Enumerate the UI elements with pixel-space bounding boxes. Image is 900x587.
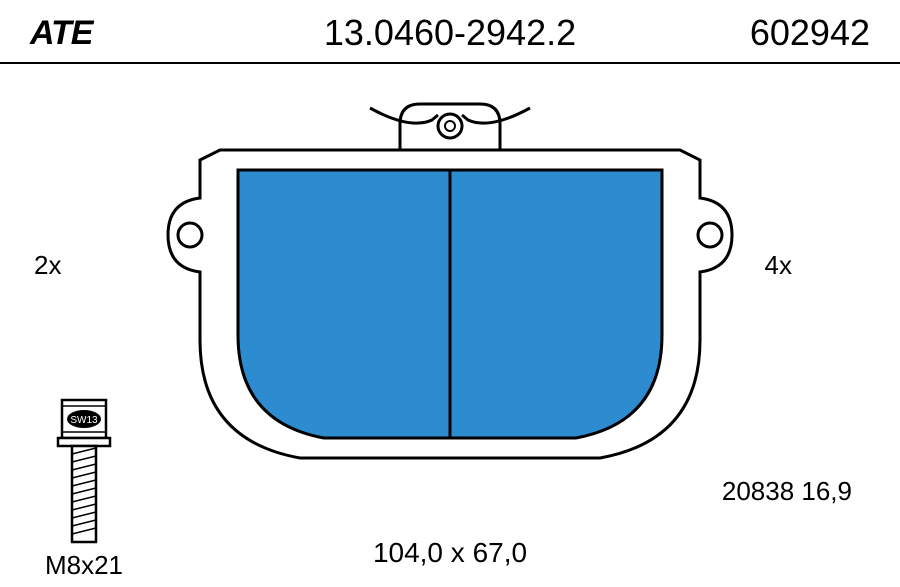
short-number: 602942: [750, 12, 870, 54]
ear-hole-left: [178, 223, 202, 247]
bolt-spec-label: M8x21: [24, 550, 144, 581]
brake-pad-diagram: [160, 90, 740, 480]
header-bar: ATE 13.0460-2942.2 602942: [0, 12, 900, 64]
ear-hole-right: [698, 223, 722, 247]
rivet-inner: [445, 121, 455, 131]
pad-dimensions: 104,0 x 67,0: [373, 537, 527, 569]
bolt-svg: SW13: [54, 398, 114, 548]
bolt-diagram-area: 2x SW13 M8x21: [24, 398, 144, 581]
pad-code-label: 20838 16,9: [722, 476, 852, 507]
brake-pad-svg: [160, 90, 740, 480]
pad-quantity-label: 4x: [765, 250, 792, 281]
brand-logo: ATE: [30, 14, 92, 53]
sw-label-text: SW13: [70, 415, 98, 426]
part-number: 13.0460-2942.2: [324, 12, 576, 54]
bolt-quantity-label: 2x: [34, 250, 61, 281]
